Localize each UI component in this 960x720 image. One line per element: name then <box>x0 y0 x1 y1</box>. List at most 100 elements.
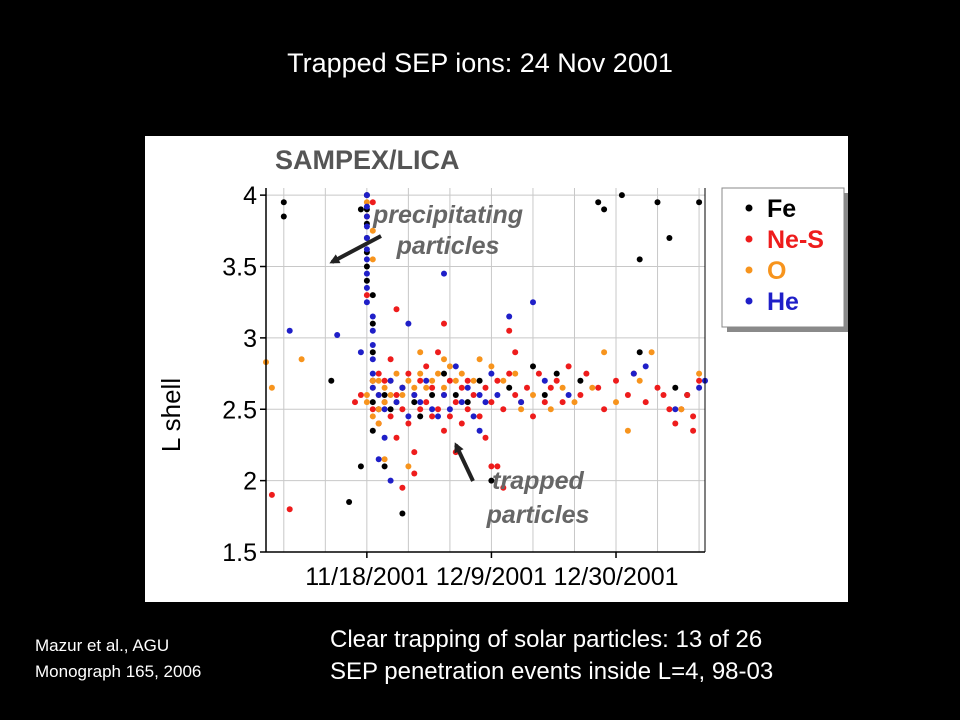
data-point-fe <box>346 499 353 505</box>
data-point-ne-s <box>458 420 465 427</box>
data-point-o <box>369 413 376 420</box>
data-point-ne-s <box>452 399 459 406</box>
data-point-he <box>530 299 536 306</box>
data-point-o <box>648 349 655 356</box>
data-point-fe <box>369 320 376 327</box>
data-point-fe <box>369 427 376 434</box>
data-point-o <box>624 427 631 434</box>
data-point-fe <box>369 349 376 356</box>
data-point-fe <box>363 277 370 284</box>
data-point-ne-s <box>660 392 667 398</box>
data-point-fe <box>577 377 584 384</box>
data-point-he <box>405 320 412 327</box>
data-point-ne-s <box>435 406 441 413</box>
data-point-o <box>441 384 447 391</box>
data-point-ne-s <box>488 399 495 406</box>
data-point-ne-s <box>369 199 376 206</box>
data-point-fe <box>369 399 376 406</box>
data-point-o <box>470 377 477 384</box>
citation-line-2: Monograph 165, 2006 <box>35 662 202 681</box>
data-point-ne-s <box>381 377 388 384</box>
data-point-ne-s <box>405 420 412 427</box>
data-point-he <box>381 434 388 441</box>
data-point-fe <box>363 263 370 270</box>
data-point-ne-s <box>375 370 382 377</box>
data-point-ne-s <box>417 406 424 413</box>
data-point-fe <box>280 199 287 206</box>
data-point-ne-s <box>470 392 477 398</box>
data-point-fe <box>280 213 287 220</box>
legend-label-fe: Fe <box>767 195 796 223</box>
data-point-o <box>500 377 507 384</box>
data-point-he <box>375 456 382 463</box>
data-point-he <box>369 327 376 334</box>
data-point-fe <box>506 384 513 391</box>
legend-marker-fe <box>745 204 753 212</box>
data-point-he <box>518 399 525 406</box>
data-point-ne-s <box>601 406 608 413</box>
data-point-ne-s <box>464 377 471 384</box>
data-point-ne-s <box>423 399 430 406</box>
data-point-o <box>601 349 608 356</box>
data-point-he <box>381 406 388 413</box>
chart-panel: SAMPEX/LICA L shell 1.5 2 2.5 3 3.5 4 11/18/20… <box>145 136 848 602</box>
data-point-o <box>512 370 519 377</box>
x-tick-label: 12/30/2001 <box>553 563 678 591</box>
data-point-ne-s <box>494 377 501 384</box>
y-tick-label: 2.5 <box>222 396 257 424</box>
data-point-he <box>417 399 424 406</box>
precipitating-arrow <box>329 234 382 264</box>
data-point-o <box>429 377 436 384</box>
data-point-he <box>494 392 501 398</box>
data-point-o <box>441 356 447 363</box>
data-point-he <box>464 384 471 391</box>
data-point-he <box>630 370 637 377</box>
data-point-fe <box>601 206 608 213</box>
data-point-ne-s <box>393 392 400 398</box>
citation-line-1: Mazur et al., AGU <box>35 636 170 655</box>
caption-line-2: SEP penetration events inside L=4, 98-03 <box>330 658 774 685</box>
data-point-ne-s <box>482 384 489 391</box>
data-point-ne-s <box>512 392 519 398</box>
data-point-ne-s <box>399 484 406 491</box>
data-point-he <box>363 192 370 199</box>
y-tick-label: 2 <box>243 468 257 496</box>
data-point-he <box>488 370 495 377</box>
data-point-o <box>381 399 388 406</box>
data-point-he <box>541 377 548 384</box>
data-point-ne-s <box>464 406 471 413</box>
precipitating-label-line1: precipitating <box>372 201 523 229</box>
data-point-he <box>363 299 370 306</box>
data-point-o <box>399 392 406 398</box>
data-point-ne-s <box>393 306 400 313</box>
data-point-o <box>571 399 578 406</box>
data-point-ne-s <box>357 392 364 398</box>
data-point-ne-s <box>654 384 661 391</box>
data-point-fe <box>357 206 364 213</box>
data-point-ne-s <box>405 370 412 377</box>
data-point-he <box>476 427 483 434</box>
data-point-fe <box>553 370 560 377</box>
data-point-fe <box>369 292 376 299</box>
y-tick-label: 4 <box>243 182 257 210</box>
data-point-he <box>387 377 394 384</box>
data-point-he <box>506 313 513 320</box>
data-point-fe <box>541 392 548 398</box>
data-point-ne-s <box>369 406 376 413</box>
data-point-he <box>363 256 370 263</box>
data-point-fe <box>636 349 643 356</box>
data-point-ne-s <box>441 320 447 327</box>
data-point-ne-s <box>577 392 584 398</box>
data-point-he <box>375 392 382 398</box>
data-point-o <box>696 370 703 377</box>
data-point-ne-s <box>268 491 275 498</box>
data-point-he <box>399 384 406 391</box>
data-point-he <box>363 284 370 291</box>
data-point-fe <box>476 377 483 384</box>
data-point-he <box>393 399 400 406</box>
data-point-fe <box>488 477 495 484</box>
data-point-ne-s <box>352 399 358 406</box>
y-tick-label: 1.5 <box>222 539 257 567</box>
data-point-fe <box>328 377 335 384</box>
legend-box <box>721 187 845 328</box>
